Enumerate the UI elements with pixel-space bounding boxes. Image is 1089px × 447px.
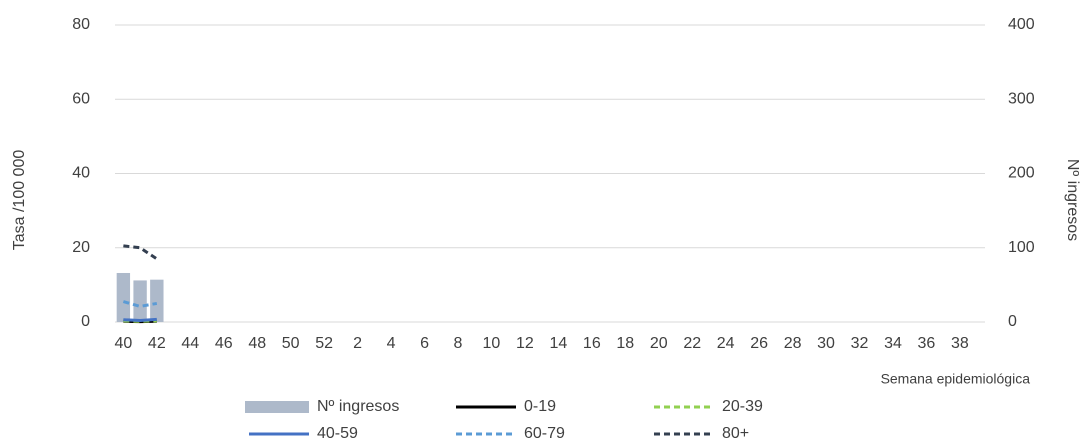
legend-swatch [245, 401, 309, 413]
legend-label: Nº ingresos [317, 398, 399, 415]
legend-label: 40-59 [317, 425, 358, 442]
x-tick-label: 12 [516, 335, 534, 352]
legend-label: 60-79 [524, 425, 565, 442]
legend-label: 80+ [722, 425, 749, 442]
y2-axis-label: Nº ingresos [1064, 159, 1081, 241]
x-tick-label: 44 [181, 335, 199, 352]
x-axis-label: Semana epidemiológica [881, 371, 1031, 387]
line [123, 244, 158, 261]
x-tick-label: 46 [215, 335, 233, 352]
x-tick-label: 50 [282, 335, 300, 352]
x-tick-label: 14 [549, 335, 567, 352]
x-tick-label: 2 [353, 335, 362, 352]
x-tick-label: 38 [951, 335, 969, 352]
x-tick-label: 30 [817, 335, 835, 352]
x-tick-label: 32 [851, 335, 869, 352]
x-tick-label: 8 [454, 335, 463, 352]
bar [133, 280, 147, 322]
y2-tick-label: 100 [1008, 239, 1035, 256]
x-tick-label: 28 [784, 335, 802, 352]
bar [116, 272, 131, 322]
legend-label: 0-19 [524, 398, 556, 415]
x-tick-label: 42 [148, 335, 166, 352]
x-tick-label: 20 [650, 335, 668, 352]
y-tick-label: 60 [72, 90, 90, 107]
x-tick-label: 26 [750, 335, 768, 352]
x-tick-label: 34 [884, 335, 902, 352]
y2-tick-label: 400 [1008, 16, 1035, 33]
x-tick-label: 16 [583, 335, 601, 352]
y2-tick-label: 0 [1008, 313, 1017, 330]
line [123, 317, 157, 323]
x-tick-label: 52 [315, 335, 333, 352]
x-tick-label: 40 [114, 335, 132, 352]
x-tick-label: 22 [683, 335, 701, 352]
x-tick-label: 10 [483, 335, 501, 352]
y-axis-label: Tasa /100 000 [11, 150, 28, 251]
y-tick-label: 0 [81, 313, 90, 330]
legend-label: 20-39 [722, 398, 763, 415]
x-tick-label: 36 [918, 335, 936, 352]
y-tick-label: 20 [72, 239, 90, 256]
y2-tick-label: 300 [1008, 90, 1035, 107]
y-tick-label: 40 [72, 165, 90, 182]
line [122, 300, 158, 308]
x-tick-label: 24 [717, 335, 735, 352]
y-tick-label: 80 [72, 16, 90, 33]
x-tick-label: 18 [616, 335, 634, 352]
y2-tick-label: 200 [1008, 165, 1035, 182]
x-tick-label: 4 [387, 335, 396, 352]
bar [150, 279, 164, 322]
x-tick-label: 6 [420, 335, 429, 352]
x-tick-label: 48 [248, 335, 266, 352]
